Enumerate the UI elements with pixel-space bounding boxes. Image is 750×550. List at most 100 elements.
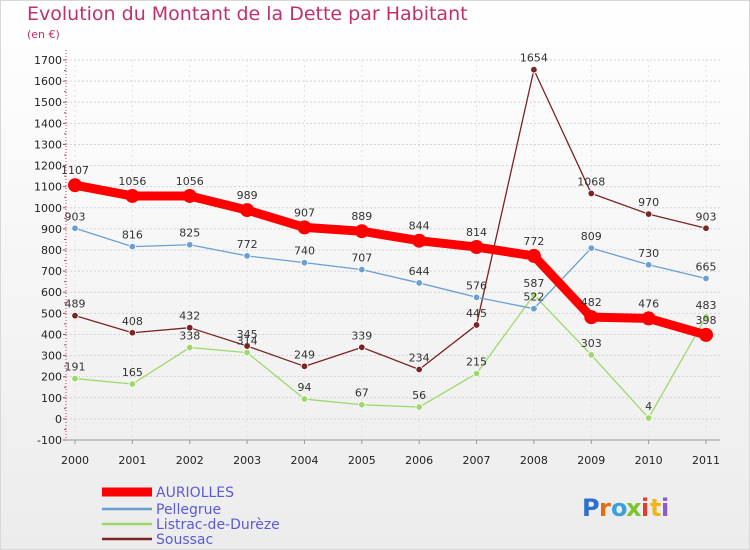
series-line-1 <box>74 227 707 310</box>
y-tick-label: 500 <box>41 307 62 320</box>
brand-letter: x <box>626 494 642 522</box>
y-tick-label: 1400 <box>34 117 62 130</box>
data-label: 165 <box>122 366 143 379</box>
y-tick-label: 1000 <box>34 202 62 215</box>
data-point <box>702 224 710 232</box>
y-tick-label: 400 <box>41 328 62 341</box>
data-label: 844 <box>409 220 430 233</box>
y-tick-label: 700 <box>41 265 62 278</box>
brand-letter: o <box>611 494 628 522</box>
data-point <box>243 348 251 357</box>
x-tick-label: 2002 <box>176 454 204 467</box>
data-point <box>530 66 538 74</box>
data-point <box>412 233 427 248</box>
data-point <box>644 414 653 422</box>
chart-unit-label: (en €) <box>27 28 60 41</box>
y-tick-label: 300 <box>41 350 62 363</box>
data-label: 740 <box>294 245 315 258</box>
data-point <box>415 403 423 411</box>
legend-label: Pellegrue <box>156 502 221 518</box>
x-tick-label: 2009 <box>577 454 605 467</box>
data-label: 707 <box>351 252 372 265</box>
data-label: 345 <box>237 328 258 341</box>
x-tick-label: 2005 <box>348 454 376 467</box>
data-point <box>240 203 255 218</box>
data-label: 903 <box>65 210 86 223</box>
data-label: 56 <box>412 389 426 402</box>
y-tick-label: -100 <box>37 434 62 447</box>
brand-letter: r <box>599 494 611 522</box>
data-label: 970 <box>638 196 659 209</box>
data-label: 816 <box>122 229 143 242</box>
data-point <box>472 369 481 378</box>
data-label: 94 <box>297 381 311 394</box>
data-point <box>469 240 484 255</box>
data-point <box>128 380 137 388</box>
data-label: 338 <box>179 330 200 343</box>
data-label: 730 <box>638 247 659 260</box>
data-label: 234 <box>409 351 430 364</box>
data-point <box>71 374 79 383</box>
brand-letter: P <box>582 494 600 522</box>
data-label: 432 <box>179 310 200 323</box>
y-tick-label: 1600 <box>34 75 62 88</box>
data-label: 907 <box>294 206 315 219</box>
y-tick-label: 600 <box>41 286 62 299</box>
brand-letter: i <box>661 494 669 522</box>
data-label: 4 <box>645 400 652 413</box>
data-point <box>415 365 423 374</box>
data-label: 809 <box>581 230 602 243</box>
data-point <box>71 224 79 232</box>
data-point <box>358 401 366 409</box>
data-point <box>530 304 538 313</box>
data-label: 191 <box>65 361 86 374</box>
series-line-0 <box>70 180 711 340</box>
y-tick-label: 1700 <box>34 54 62 67</box>
data-label: 398 <box>696 314 717 327</box>
data-point <box>128 329 137 337</box>
data-label: 215 <box>466 356 487 369</box>
x-tick-label: 2001 <box>118 454 146 467</box>
x-tick-label: 2008 <box>520 454 548 467</box>
data-point <box>641 311 656 326</box>
data-point <box>587 189 595 198</box>
y-tick-label: 900 <box>41 223 62 236</box>
data-point <box>472 321 481 329</box>
data-point <box>702 313 710 321</box>
x-tick-label: 2007 <box>463 454 491 467</box>
x-tick-label: 2004 <box>290 454 318 467</box>
data-point <box>186 323 194 332</box>
data-label: 445 <box>466 307 487 320</box>
data-point <box>699 327 713 342</box>
data-label: 476 <box>638 297 659 310</box>
y-tick-label: 100 <box>41 392 62 405</box>
data-label: 772 <box>523 235 544 248</box>
data-point <box>297 220 312 235</box>
data-point <box>125 188 140 203</box>
data-label: 314 <box>237 335 258 348</box>
x-tick-label: 2000 <box>61 454 89 467</box>
data-label: 576 <box>466 279 487 292</box>
data-point <box>354 224 369 239</box>
x-tick-label: 2006 <box>405 454 433 467</box>
y-tick-label: 1100 <box>34 181 62 194</box>
data-label: 1107 <box>61 164 89 177</box>
data-label: 665 <box>696 261 717 274</box>
data-point <box>584 310 599 325</box>
data-label: 482 <box>581 296 602 309</box>
data-label: 1654 <box>520 52 548 65</box>
data-label: 825 <box>179 227 200 240</box>
y-tick-label: 800 <box>41 244 62 257</box>
data-label: 522 <box>523 291 544 304</box>
data-point <box>300 258 309 267</box>
brand-letter: t <box>650 494 661 522</box>
axes: -100 0 100 200 300 400 500 600 700 800 900 1000 1100… <box>34 50 720 467</box>
data-label: 67 <box>355 387 369 400</box>
data-label: 249 <box>294 348 315 361</box>
data-point <box>702 274 710 283</box>
legend-label: Listrac-de-Durèze <box>156 517 280 533</box>
chart-title: Evolution du Montant de la Dette par Hab… <box>27 3 468 25</box>
